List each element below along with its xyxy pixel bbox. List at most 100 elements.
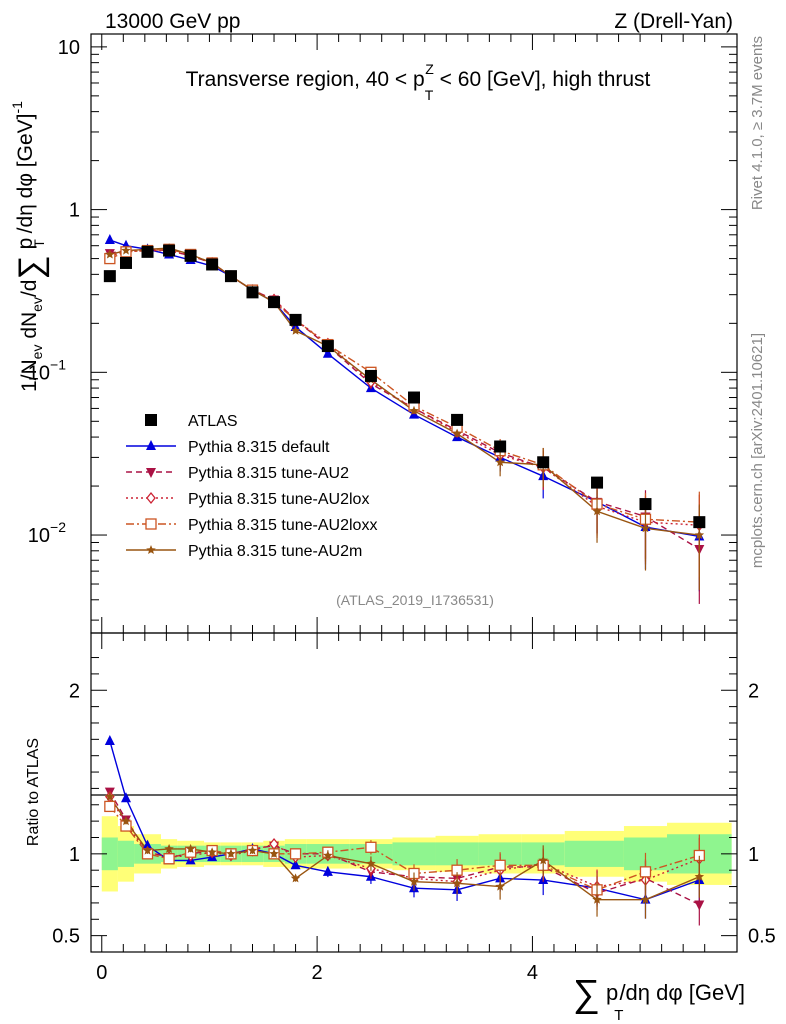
ratio-data-point	[495, 881, 505, 891]
legend-marker	[146, 491, 156, 505]
ratio-y-tick-label-right: 1	[748, 844, 759, 866]
ratio-data-point	[538, 855, 548, 865]
ratio-data-point	[452, 878, 462, 888]
ratio-data-point	[121, 816, 131, 826]
data-point	[104, 234, 115, 245]
legend: ATLAS Pythia 8.315 default Pythia 8.315 tu…	[126, 413, 377, 560]
legend-entry: Pythia 8.315 tune-AU2loxx	[126, 517, 377, 534]
data-point	[591, 476, 604, 489]
ratio-data-point	[694, 900, 705, 911]
ratio-y-tick-label-right: 0.5	[748, 926, 776, 948]
mcplots-label: mcplots.cern.ch [arXiv:2401.10621]	[749, 333, 766, 568]
legend-entry: Pythia 8.315 tune-AU2	[126, 465, 349, 482]
ratio-data-point	[592, 894, 602, 904]
legend-marker	[145, 414, 157, 426]
x-axis-label: ∑ p T/dη dφ [GeV]	[573, 973, 745, 1024]
ratio-data-point	[639, 866, 652, 878]
ratio-y-tick-label: 0.5	[52, 926, 80, 948]
data-point	[451, 413, 464, 426]
legend-entry: ATLAS	[145, 413, 238, 430]
data-point	[409, 405, 419, 415]
ratio-data-point	[290, 873, 301, 883]
band-green	[392, 842, 436, 866]
data-point	[322, 347, 333, 358]
data-point	[290, 325, 301, 335]
data-point	[224, 270, 237, 283]
data-point	[640, 523, 651, 533]
ratio-y-axis-label: Ratio to ATLAS	[25, 738, 42, 846]
ratio-x-ticks: 0 2 4	[96, 633, 706, 984]
data-point	[321, 340, 334, 353]
legend-entry: Pythia 8.315 tune-AU2m	[126, 543, 362, 560]
legend-label: Pythia 8.315 tune-AU2loxx	[188, 517, 377, 534]
legend-label: Pythia 8.315 tune-AU2m	[188, 543, 362, 560]
ratio-y-tick-label-right: 2	[748, 680, 759, 702]
data-point	[592, 506, 602, 516]
legend-marker	[146, 545, 156, 554]
ratio-data-point	[289, 848, 302, 860]
ratio-data-point	[494, 859, 506, 871]
y-tick-label: 1	[69, 200, 80, 222]
ratio-data-point	[323, 850, 333, 860]
main-x-ticks	[101, 34, 706, 633]
ratio-data-point	[185, 843, 196, 853]
data-point	[163, 244, 176, 257]
legend-label: ATLAS	[188, 413, 238, 430]
ratio-frame	[90, 632, 738, 953]
ratio-data-point	[269, 848, 279, 858]
rivet-version-label: Rivet 4.1.0, ≥ 3.7M events	[749, 36, 766, 210]
band-green	[117, 840, 135, 867]
band-green	[101, 837, 118, 871]
data-point	[693, 516, 706, 529]
ratio-data-point	[164, 843, 174, 853]
data-point	[105, 249, 115, 259]
analysis-watermark: (ATLAS_2019_I1736531)	[336, 592, 494, 608]
legend-marker	[145, 518, 157, 530]
ratio-y-ticks: 2 2 1 1 0.5 0.5	[52, 657, 776, 948]
data-point	[103, 270, 116, 283]
series-line	[109, 249, 700, 526]
ratio-data-point	[104, 800, 116, 813]
ratio-series-lines	[109, 740, 700, 906]
data-point	[141, 245, 154, 258]
legend-marker	[146, 468, 156, 478]
main-title: Transverse region, 40 < pTZ < 60 [GeV], …	[186, 61, 651, 103]
ratio-data-point	[640, 894, 651, 904]
legend-marker	[146, 440, 156, 450]
ratio-data-point	[142, 845, 153, 855]
x-tick-label: 4	[527, 962, 538, 984]
data-point	[408, 391, 420, 404]
data-point	[184, 249, 197, 262]
data-point	[494, 440, 507, 453]
y-tick-label: 10	[58, 37, 80, 59]
main-y-axis-label: 1/Nev dNev/d∑ pT /dη dφ [GeV]-1	[9, 101, 50, 392]
legend-label: Pythia 8.315 tune-AU2lox	[188, 491, 369, 508]
ratio-data-point	[142, 839, 153, 850]
data-point	[206, 258, 219, 271]
data-point	[246, 286, 259, 299]
ratio-y-tick-label: 2	[69, 680, 80, 702]
ratio-data-point	[105, 791, 115, 801]
svg-text:1/Nev dNev/d∑ pT /dη dφ [GeV]: 1/Nev dNev/d∑ pT /dη dφ [GeV]-1	[9, 101, 50, 392]
ratio-data-point	[290, 859, 301, 870]
ratio-data-point	[322, 865, 333, 876]
data-point	[289, 313, 302, 326]
ratio-data-point	[163, 853, 175, 865]
ratio-data-point	[104, 734, 115, 745]
data-point	[537, 456, 550, 469]
data-point	[639, 498, 652, 511]
band-green	[564, 840, 624, 867]
data-point	[119, 256, 132, 269]
ratio-series-points	[104, 734, 705, 926]
data-point	[121, 245, 131, 255]
x-tick-label: 0	[96, 962, 107, 984]
data-point	[694, 530, 705, 540]
ratio-data-point	[247, 845, 258, 855]
legend-label: Pythia 8.315 tune-AU2	[188, 465, 349, 482]
ratio-data-point	[207, 847, 217, 857]
ratio-data-point	[365, 841, 377, 853]
legend-entry: Pythia 8.315 default	[126, 439, 330, 456]
